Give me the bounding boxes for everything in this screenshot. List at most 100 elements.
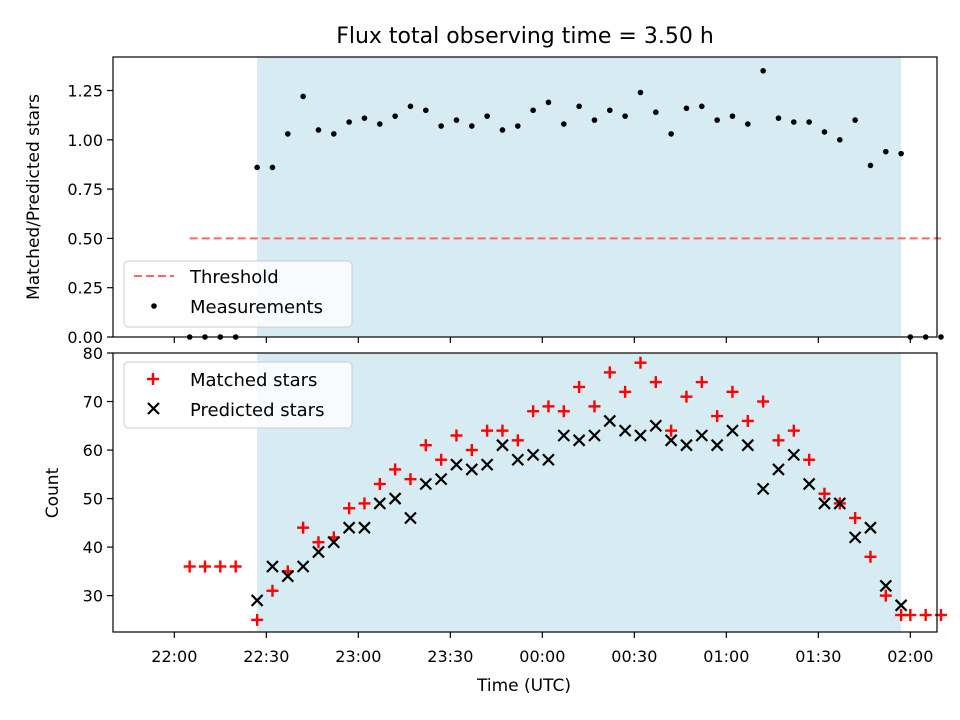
- measurement-point: [423, 107, 429, 114]
- measurement-point: [591, 117, 598, 123]
- measurement-point: [315, 127, 322, 133]
- measurement-point: [545, 99, 552, 106]
- measurement-point: [729, 113, 736, 119]
- predicted-star-point: [327, 535, 341, 549]
- matched-star-point: [527, 405, 540, 418]
- matched-star-point: [757, 395, 770, 408]
- legend-measurements-swatch: [151, 303, 157, 309]
- measurement-point: [469, 123, 475, 129]
- bottom-y-tick-label: 60: [83, 441, 103, 460]
- measurement-point: [530, 107, 536, 114]
- measurement-point: [775, 115, 782, 121]
- predicted-star-point: [388, 492, 402, 505]
- predicted-star-point: [818, 497, 831, 510]
- top-chart-title: Flux total observing time = 3.50 h: [336, 24, 714, 49]
- matched-star-point: [772, 434, 785, 447]
- measurement-point: [821, 129, 828, 135]
- matched-star-point: [251, 613, 264, 626]
- predicted-star-point: [496, 438, 509, 452]
- measurement-point: [653, 109, 659, 116]
- measurement-point: [791, 119, 797, 125]
- predicted-star-point: [572, 434, 586, 447]
- bottom-panel: 30 40 50 60 70 80 22:00 22:30 23:00 23:30 00:00 00…: [43, 344, 947, 696]
- predicted-star-point: [726, 424, 739, 437]
- top-panel: Flux total observing time = 3.50 h 0.000…: [24, 24, 944, 347]
- matched-star-point: [588, 400, 601, 413]
- matched-star-point: [557, 405, 570, 418]
- predicted-star-point: [526, 448, 540, 462]
- predicted-star-point: [894, 599, 908, 612]
- bottom-y-tick-label: 70: [83, 393, 103, 412]
- bottom-x-tick-label: 02:00: [887, 647, 933, 666]
- matched-star-point: [680, 390, 693, 403]
- predicted-star-point: [250, 594, 264, 607]
- top-y-axis-label: Matched/Predicted stars: [24, 94, 44, 300]
- predicted-star-point: [618, 424, 632, 437]
- predicted-star-point: [465, 463, 479, 476]
- matched-star-point: [404, 473, 417, 486]
- predicted-star-point: [741, 438, 755, 452]
- measurement-point: [392, 113, 398, 119]
- top-plot-frame: [112, 56, 938, 338]
- matched-star-point: [297, 521, 310, 534]
- measurement-point: [254, 164, 260, 171]
- matched-star-point: [803, 453, 816, 466]
- matched-star-point: [711, 410, 724, 423]
- matched-star-point: [435, 453, 448, 466]
- matched-star-point: [481, 424, 494, 437]
- matched-star-point: [389, 463, 402, 476]
- measurement-point: [683, 105, 690, 112]
- predicted-star-point: [603, 414, 617, 428]
- predicted-star-point: [373, 497, 387, 510]
- top-y-tick-label: 1.00: [67, 131, 103, 150]
- bottom-y-axis-label: Count: [43, 467, 63, 518]
- predicted-star-point: [296, 560, 310, 573]
- matched-star-point: [312, 536, 325, 549]
- matched-star-point: [864, 550, 877, 563]
- matched-star-point: [511, 434, 524, 447]
- predicted-star-point: [557, 429, 571, 442]
- predicted-star-point: [756, 482, 770, 496]
- predicted-star-points: [250, 414, 908, 612]
- predicted-star-point: [404, 511, 417, 525]
- matched-star-point: [419, 439, 432, 452]
- predicted-star-point: [358, 521, 371, 534]
- predicted-star-point: [450, 458, 463, 471]
- matched-star-points: [183, 356, 947, 626]
- matched-star-point: [343, 502, 356, 515]
- matched-star-point: [726, 385, 739, 398]
- predicted-star-point: [848, 531, 862, 544]
- predicted-star-point: [480, 458, 494, 471]
- measurement-point: [499, 127, 506, 133]
- predicted-star-point: [542, 453, 555, 467]
- measurement-points: [186, 68, 944, 340]
- measurement-point: [285, 131, 291, 137]
- measurement-point: [407, 103, 414, 110]
- measurement-point: [668, 131, 674, 137]
- matched-star-point: [214, 560, 227, 573]
- predicted-star-point: [434, 472, 448, 486]
- measurement-point: [938, 334, 944, 340]
- measurement-point: [576, 103, 582, 110]
- measurement-point: [867, 162, 874, 169]
- measurement-point: [852, 117, 858, 123]
- bottom-observing-window-shade: [257, 353, 902, 632]
- top-legend: Threshold Measurements: [123, 260, 353, 328]
- predicted-star-point: [588, 429, 601, 442]
- top-y-axis: 0.00 0.25 0.50 0.75 1.00 1.25: [67, 82, 113, 347]
- matched-star-point: [634, 356, 647, 369]
- measurement-point: [806, 119, 812, 125]
- predicted-star-point: [342, 521, 356, 534]
- matched-star-point: [919, 609, 932, 622]
- measurement-point: [269, 164, 276, 171]
- matched-star-point: [665, 424, 678, 437]
- top-legend-box: [123, 260, 353, 328]
- bottom-x-tick-label: 00:30: [611, 647, 657, 666]
- matched-star-point: [496, 424, 509, 437]
- predicted-star-point: [419, 477, 433, 491]
- bottom-legend: Matched stars Predicted stars: [123, 361, 353, 429]
- top-y-tick-label: 1.25: [67, 82, 103, 101]
- matched-star-point: [465, 444, 478, 457]
- measurement-point: [484, 113, 490, 119]
- measurement-point: [714, 117, 720, 123]
